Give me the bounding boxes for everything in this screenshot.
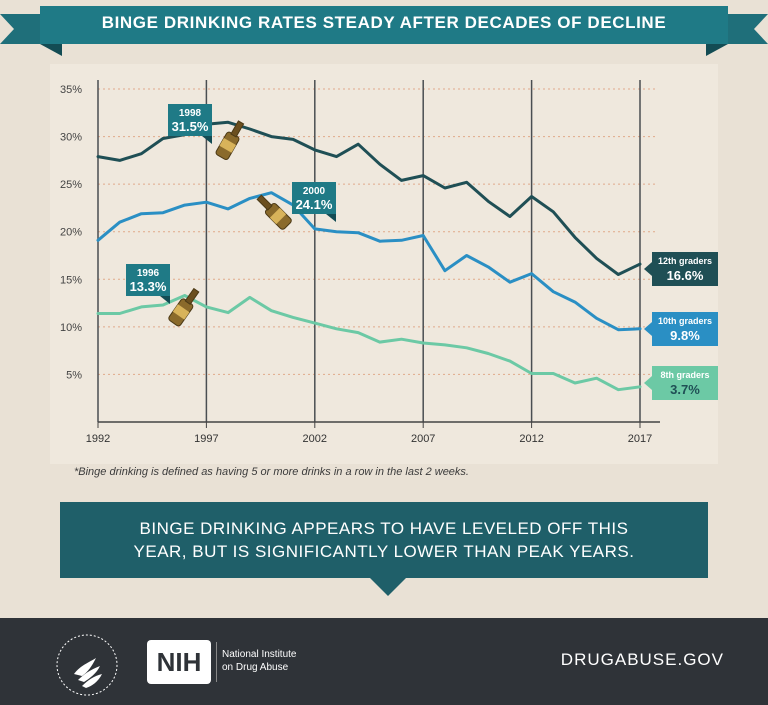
- end-label-name: 10th graders: [658, 316, 712, 326]
- y-tick-label: 10%: [60, 322, 82, 334]
- annotation-tail: [202, 136, 212, 144]
- end-label-value: 3.7%: [670, 382, 700, 397]
- end-label-12th: 12th graders 16.6%: [644, 252, 718, 286]
- website-link[interactable]: DRUGABUSE.GOV: [560, 650, 724, 669]
- end-label-name: 12th graders: [658, 256, 712, 266]
- callout-line-1: BINGE DRINKING APPEARS TO HAVE LEVELED O…: [139, 519, 629, 538]
- callout-line-2: YEAR, BUT IS SIGNIFICANTLY LOWER THAN PE…: [133, 542, 635, 561]
- end-label-name: 8th graders: [660, 370, 709, 380]
- end-label-box: [652, 312, 718, 346]
- x-tick-label: 2002: [303, 433, 327, 445]
- end-label-box: [652, 252, 718, 286]
- bottle-icon: [256, 194, 292, 230]
- hhs-eagle-logo-icon: [56, 634, 118, 696]
- end-label-value: 16.6%: [667, 268, 704, 283]
- annotation-value: 24.1%: [296, 197, 333, 212]
- annotation-year: 1998: [179, 108, 202, 119]
- annotation-box: [292, 182, 336, 214]
- y-tick-label: 5%: [66, 369, 82, 381]
- end-label-value: 9.8%: [670, 328, 700, 343]
- y-tick-label: 20%: [60, 227, 82, 239]
- annotation-tail: [160, 296, 170, 304]
- y-tick-label: 30%: [60, 132, 82, 144]
- title-banner: [0, 6, 768, 56]
- x-tick-label: 2007: [411, 433, 435, 445]
- annotation-box: [168, 104, 212, 136]
- annotation-tail: [326, 214, 336, 222]
- annotation-year: 2000: [303, 186, 326, 197]
- end-label-pointer: [644, 262, 652, 276]
- bottle-icon: [168, 287, 200, 327]
- end-label-box: [652, 366, 718, 400]
- y-tick-label: 15%: [60, 274, 82, 286]
- callout-tail: [370, 578, 406, 596]
- end-label-pointer: [644, 322, 652, 336]
- callout-box: BINGE DRINKING APPEARS TO HAVE LEVELED O…: [60, 502, 708, 578]
- y-tick-label: 25%: [60, 179, 82, 191]
- institute-line-1: National Institute: [222, 649, 297, 660]
- nih-logo[interactable]: NIH: [147, 640, 211, 684]
- annotation-value: 13.3%: [130, 279, 167, 294]
- x-tick-label: 2017: [628, 433, 652, 445]
- annotation-box: [126, 264, 170, 296]
- nih-separator: [216, 642, 217, 682]
- end-label-pointer: [644, 376, 652, 390]
- y-tick-label: 35%: [60, 84, 82, 96]
- x-tick-label: 2012: [519, 433, 543, 445]
- end-label-8th: 8th graders 3.7%: [644, 366, 718, 400]
- institute-line-2: on Drug Abuse: [222, 662, 289, 673]
- x-tick-label: 1997: [194, 433, 218, 445]
- series-line-10th: [96, 191, 642, 332]
- institute-name: National Institute on Drug Abuse: [222, 648, 342, 674]
- bottle-icon: [215, 120, 245, 160]
- footer: [0, 618, 768, 705]
- end-label-10th: 10th graders 9.8%: [644, 312, 718, 346]
- footnote: *Binge drinking is defined as having 5 o…: [74, 466, 469, 478]
- x-tick-label: 1992: [86, 433, 110, 445]
- annotation-value: 31.5%: [172, 119, 209, 134]
- chart-title: BINGE DRINKING RATES STEADY AFTER DECADE…: [101, 13, 667, 32]
- annotation-year: 1996: [137, 268, 160, 279]
- line-chart: 35% 30% 25% 20% 15% 10% 5% 1992 1997 2002 2007 2012…: [59, 80, 718, 445]
